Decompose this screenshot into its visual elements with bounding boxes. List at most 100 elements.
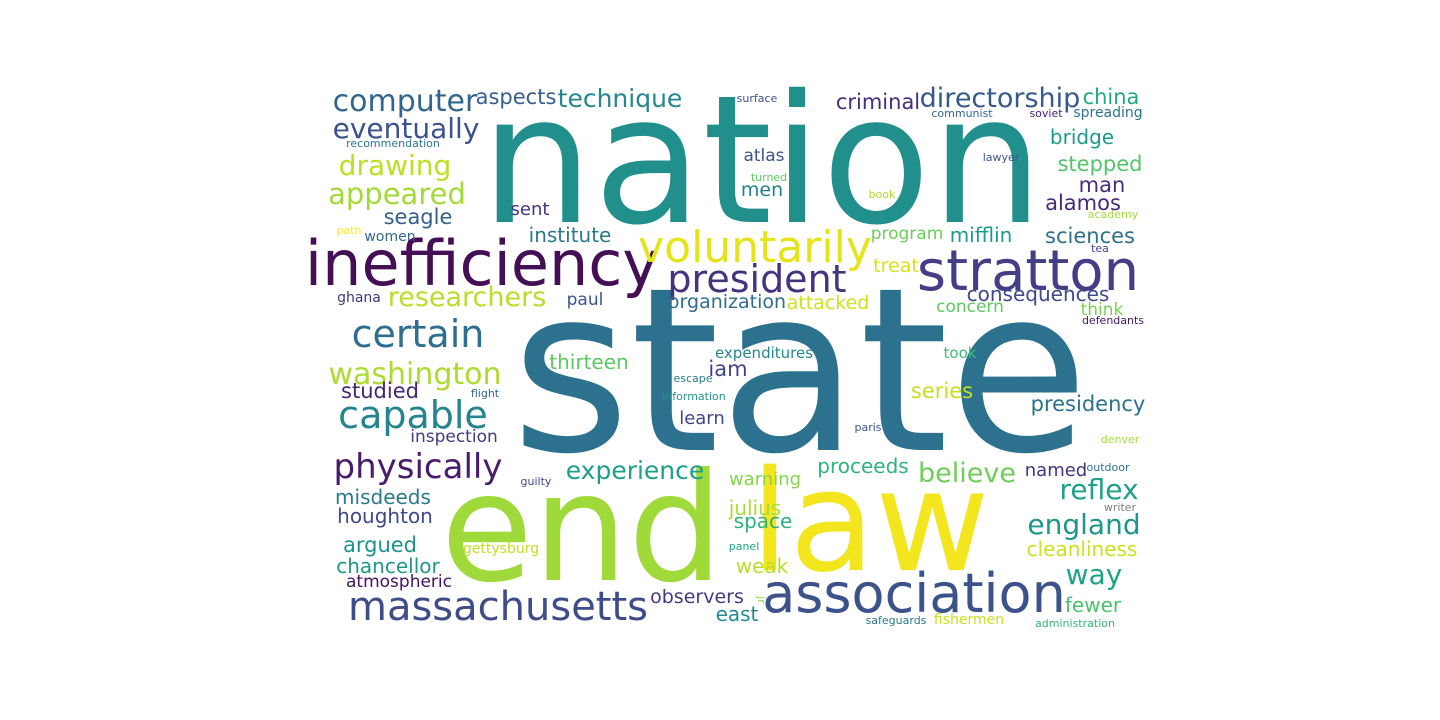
word-guilty: guilty — [521, 475, 552, 488]
word-houghton: houghton — [337, 504, 433, 528]
word-julius: julius — [728, 496, 781, 520]
word-space: space — [734, 509, 793, 533]
word-man: man — [1079, 173, 1126, 197]
word-law: law — [750, 441, 989, 604]
word-observers: observers — [650, 586, 744, 608]
word-researchers: researchers — [388, 282, 547, 313]
word-treat: treat — [873, 255, 919, 277]
word-way: way — [1066, 558, 1123, 591]
word-reflex: reflex — [1059, 473, 1138, 506]
word-end: end — [441, 442, 724, 616]
word-administration: administration — [1035, 617, 1115, 630]
word-seagle: seagle — [384, 205, 453, 229]
word-sent: sent — [511, 199, 550, 220]
word-association: association — [762, 562, 1066, 625]
word-chancellor: chancellor — [336, 554, 440, 578]
word-inspection: inspection — [410, 427, 498, 447]
word-capable: capable — [338, 393, 488, 437]
word-stepped: stepped — [1057, 152, 1142, 176]
word-iam: iam — [708, 357, 747, 381]
word-named: named — [1025, 460, 1087, 481]
word-paul: paul — [567, 290, 604, 310]
word-men: men — [741, 179, 783, 201]
word-physically: physically — [334, 447, 503, 487]
word-turned: turned — [751, 171, 787, 184]
word-recommendation: recommendation — [346, 137, 440, 150]
word-believe: believe — [918, 458, 1016, 489]
word-massachusetts: massachusetts — [348, 584, 648, 630]
word-panel: panel — [729, 540, 760, 553]
word-gettysburg: gettysburg — [463, 541, 539, 557]
word-stratton: stratton — [917, 239, 1139, 304]
word-surface: surface — [737, 92, 778, 105]
word-thirteen: thirteen — [549, 350, 628, 374]
word-learn: learn — [679, 408, 725, 429]
word-presidency: presidency — [1031, 392, 1146, 416]
word-mifflin: mifflin — [950, 223, 1013, 247]
word-inefficiency: inefficiency — [305, 227, 659, 300]
word-misdeeds: misdeeds — [335, 485, 431, 509]
word-spreading: spreading — [1073, 105, 1142, 121]
word-path: path — [336, 224, 361, 237]
word-attacked: attacked — [787, 292, 870, 314]
word-women: women — [364, 229, 415, 245]
word-president: president — [667, 257, 846, 301]
word-lawyer: lawyer — [983, 151, 1020, 164]
word-institute: institute — [529, 223, 612, 247]
word-paris: paris — [854, 421, 881, 434]
word-book: book — [869, 188, 896, 201]
word-academy: academy — [1088, 208, 1139, 221]
word-outdoor: outdoor — [1087, 461, 1130, 474]
word-safeguards: safeguards — [866, 614, 927, 627]
word-computer: computer — [333, 84, 478, 119]
word-proceeds: proceeds — [817, 454, 908, 478]
word-writer: writer — [1104, 501, 1137, 514]
word-cleanliness: cleanliness — [1027, 537, 1138, 561]
word-england: england — [1027, 508, 1140, 541]
word-criminal: criminal — [836, 90, 920, 114]
word-program: program — [871, 224, 944, 244]
word-experience: experience — [566, 456, 705, 485]
word-voluntarily: voluntarily — [638, 222, 872, 273]
word-nation: nation — [481, 57, 1044, 264]
word-escape: escape — [673, 372, 712, 385]
word-washington: washington — [328, 357, 501, 392]
word-jr: jr — [755, 595, 768, 604]
word-tea: tea — [1091, 242, 1109, 255]
word-fishermen: fishermen — [934, 612, 1004, 628]
word-concern: concern — [936, 297, 1004, 317]
word-consequences: consequences — [967, 282, 1110, 306]
word-alamos: alamos — [1045, 191, 1121, 215]
word-took: took — [944, 344, 977, 362]
word-weak: weak — [736, 554, 789, 578]
word-certain: certain — [352, 312, 485, 356]
word-denver: denver — [1101, 433, 1140, 446]
word-flight: flight — [471, 387, 500, 400]
word-east: east — [716, 602, 759, 626]
word-state: state — [511, 238, 1089, 504]
word-directorship: directorship — [920, 83, 1081, 114]
word-argued: argued — [343, 533, 417, 557]
word-atlas: atlas — [743, 146, 784, 166]
word-drawing: drawing — [339, 149, 452, 182]
word-soviet: soviet — [1029, 107, 1063, 120]
word-studied: studied — [341, 379, 419, 403]
word-organization: organization — [668, 291, 786, 313]
word-aspects: aspects — [476, 85, 557, 109]
word-appeared: appeared — [328, 177, 466, 211]
word-information: information — [662, 390, 726, 403]
word-sciences: sciences — [1045, 224, 1135, 248]
word-think: think — [1081, 300, 1124, 320]
word-series: series — [911, 379, 973, 403]
word-bridge: bridge — [1050, 125, 1114, 149]
word-china: china — [1083, 85, 1140, 109]
word-communist: communist — [931, 107, 993, 120]
word-atmospheric: atmospheric — [346, 572, 452, 592]
word-eventually: eventually — [333, 112, 480, 145]
word-fewer: fewer — [1065, 593, 1122, 617]
word-warning: warning — [729, 469, 801, 490]
word-expenditures: expenditures — [715, 344, 813, 362]
word-technique: technique — [558, 84, 683, 113]
word-ghana: ghana — [337, 290, 381, 306]
